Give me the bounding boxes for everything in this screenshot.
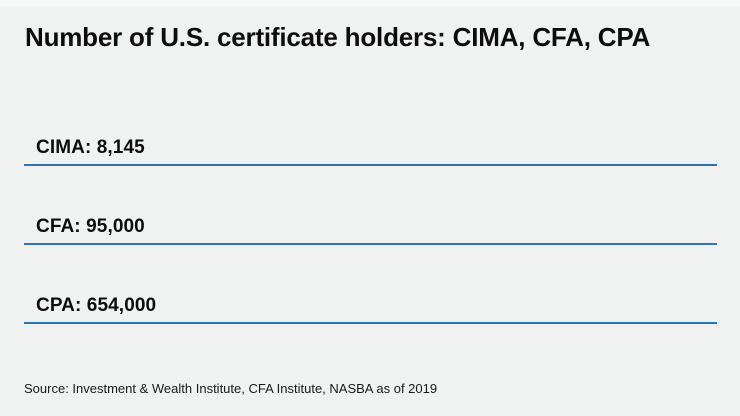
source-note: Source: Investment & Wealth Institute, C… bbox=[24, 381, 438, 396]
row-label-cima: CIMA: 8,145 bbox=[36, 137, 145, 158]
row-label-cpa: CPA: 654,000 bbox=[36, 295, 157, 316]
data-row-cima: CIMA: 8,145 bbox=[24, 132, 717, 166]
top-edge-strip bbox=[0, 0, 740, 7]
row-label-cfa: CFA: 95,000 bbox=[36, 216, 145, 237]
data-row-cpa: CPA: 654,000 bbox=[24, 290, 717, 324]
chart-title: Number of U.S. certificate holders: CIMA… bbox=[25, 22, 651, 52]
data-row-cfa: CFA: 95,000 bbox=[24, 211, 717, 245]
